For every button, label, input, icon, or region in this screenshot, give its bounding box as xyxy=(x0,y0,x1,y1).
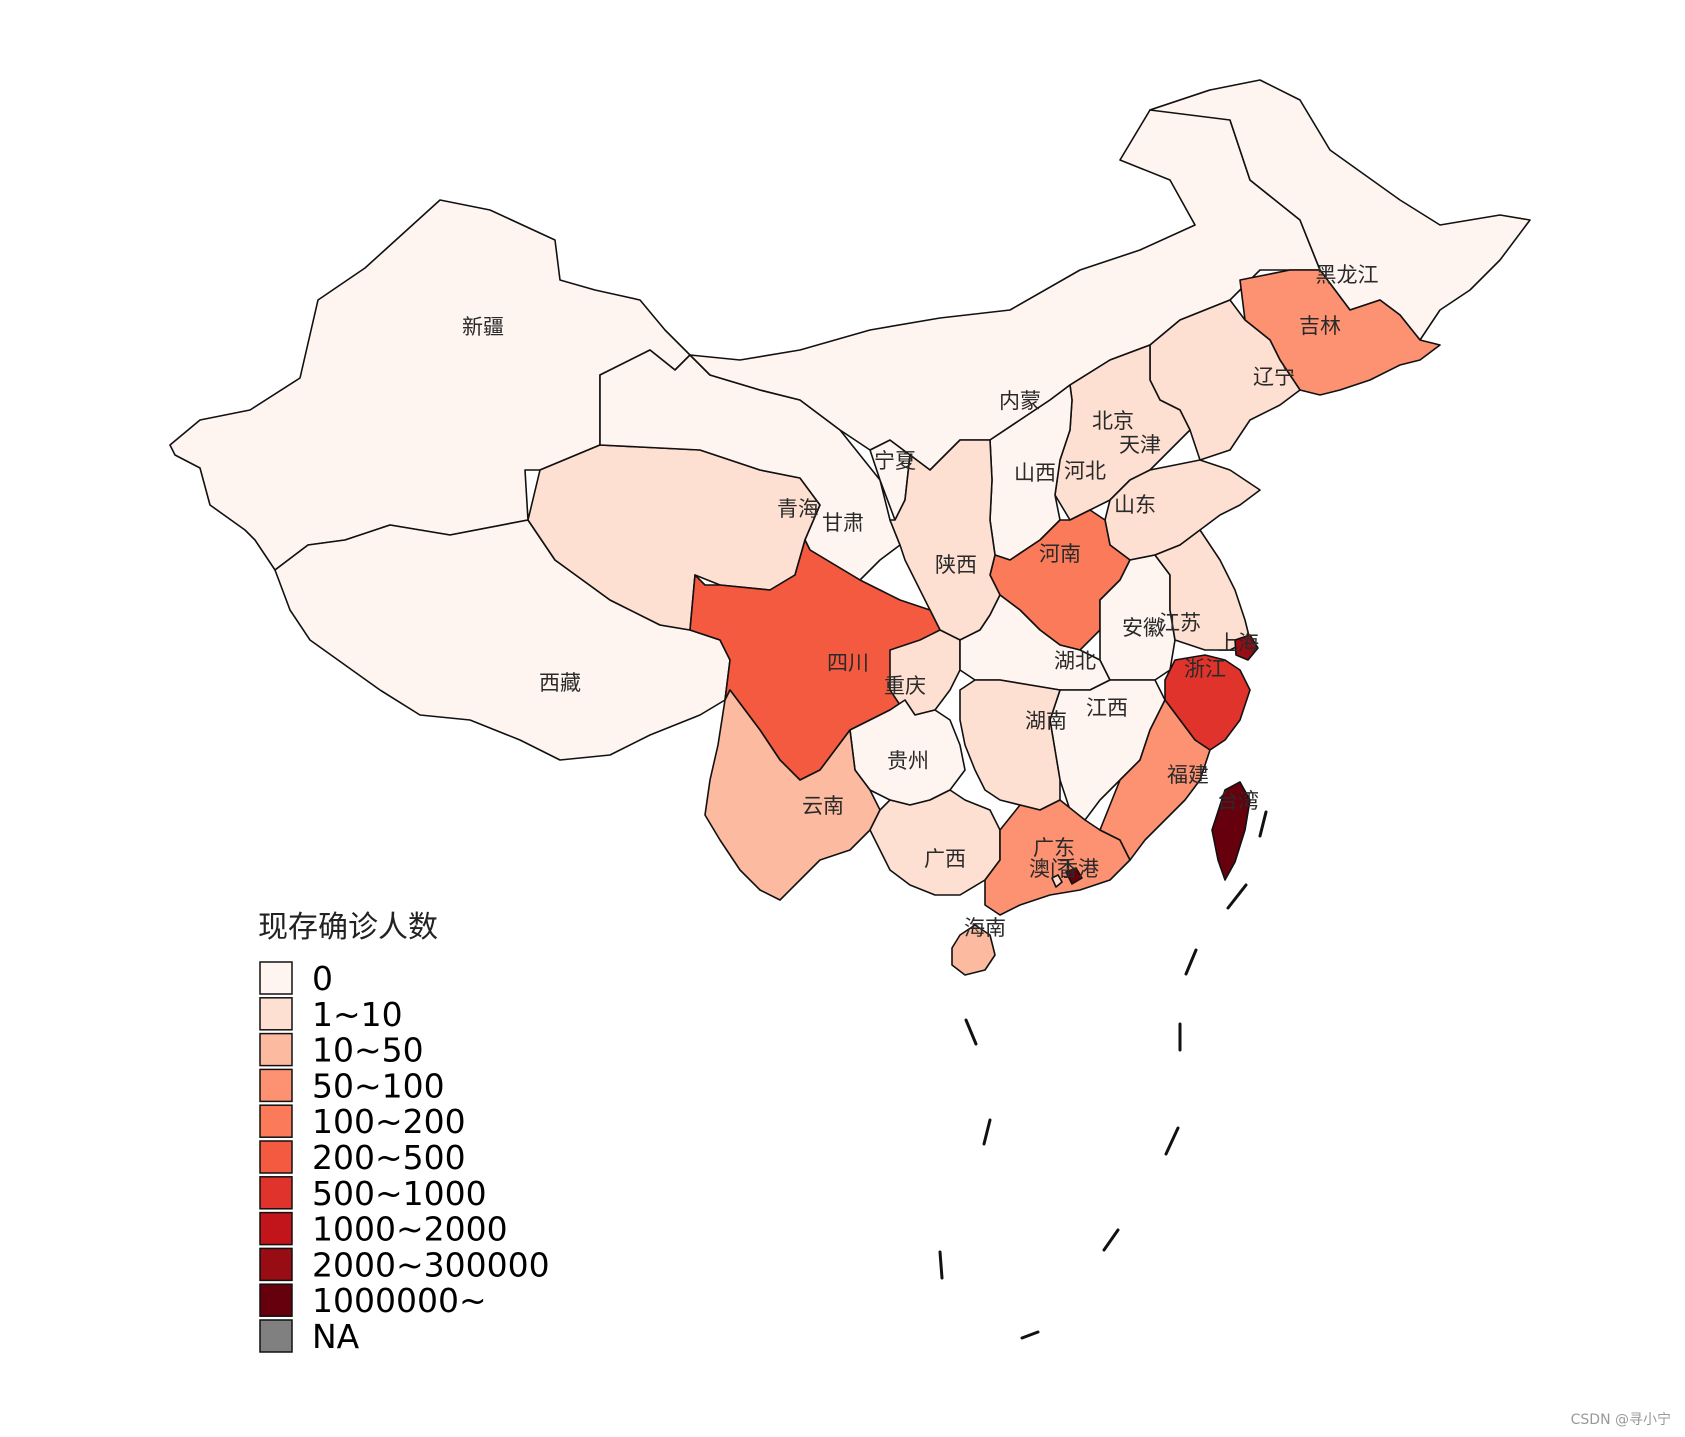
province-label: 山西 xyxy=(1014,461,1056,485)
south-sea-islands xyxy=(938,810,1268,1340)
province-label: 甘肃 xyxy=(822,511,864,535)
province-label: 天津 xyxy=(1119,433,1161,457)
legend: 现存确诊人数 01~1010~5050~100100~200200~500500… xyxy=(258,910,550,1356)
province-label: 辽宁 xyxy=(1253,365,1295,389)
legend-swatch xyxy=(259,1140,293,1174)
legend-swatch xyxy=(259,961,293,995)
province-label: 澳门 xyxy=(1029,857,1071,881)
province-label: 湖北 xyxy=(1054,649,1096,673)
legend-swatch xyxy=(259,1068,293,1103)
province-region xyxy=(951,924,996,976)
legend-label: 0 xyxy=(312,959,333,998)
province-label: 海南 xyxy=(964,916,1006,940)
province-label: 内蒙 xyxy=(999,389,1041,413)
province-region xyxy=(869,789,1001,896)
province-label: 山东 xyxy=(1114,493,1156,517)
watermark: CSDN @寻小宁 xyxy=(1570,1412,1671,1428)
province-region xyxy=(849,699,966,806)
province-region xyxy=(1211,781,1251,881)
province-region xyxy=(1099,554,1176,681)
province-label: 湖南 xyxy=(1025,709,1067,733)
province-region xyxy=(1234,634,1259,661)
province-label: 新疆 xyxy=(462,315,504,339)
province-label: 黑龙江 xyxy=(1316,263,1379,287)
province-label: 浙江 xyxy=(1184,657,1226,681)
province-region xyxy=(1051,874,1063,888)
province-label: 江西 xyxy=(1086,696,1128,720)
legend-label: 1000000~ xyxy=(312,1281,487,1320)
province-label: 宁夏 xyxy=(874,449,916,473)
legend-label: 10~50 xyxy=(312,1031,424,1070)
legend-label: 500~1000 xyxy=(312,1174,487,1213)
province-label: 贵州 xyxy=(887,749,929,773)
province-region xyxy=(889,629,961,716)
legend-label: NA xyxy=(312,1317,360,1356)
province-label: 青海 xyxy=(777,497,819,521)
provinces-layer xyxy=(169,79,1531,976)
province-label: 陕西 xyxy=(935,553,977,577)
province-label: 福建 xyxy=(1167,763,1209,787)
legend-swatch xyxy=(259,1247,293,1282)
province-label: 江苏 xyxy=(1159,611,1201,635)
province-label: 台湾 xyxy=(1217,789,1259,813)
province-label: 西藏 xyxy=(539,671,581,695)
province-region xyxy=(984,799,1131,916)
legend-swatch xyxy=(259,1104,293,1138)
province-label: 广西 xyxy=(924,847,966,871)
province-label: 四川 xyxy=(827,651,869,675)
legend-swatch xyxy=(259,1032,293,1067)
legend-swatch xyxy=(259,1319,293,1353)
province-label: 重庆 xyxy=(884,674,926,698)
province-label: 河南 xyxy=(1039,542,1081,566)
legend-swatch xyxy=(259,1211,293,1246)
legend-label: 2000~300000 xyxy=(312,1245,550,1284)
province-region xyxy=(1065,867,1083,885)
legend-label: 100~200 xyxy=(312,1102,466,1141)
legend-swatch xyxy=(259,1176,293,1210)
province-label: 云南 xyxy=(802,794,844,818)
legend-label: 1000~2000 xyxy=(312,1210,508,1249)
legend-swatch xyxy=(259,997,293,1031)
legend-title: 现存确诊人数 xyxy=(258,910,438,945)
legend-label: 200~500 xyxy=(312,1138,466,1177)
province-region xyxy=(1149,79,1531,341)
province-label: 香港 xyxy=(1057,857,1099,881)
legend-label: 50~100 xyxy=(312,1066,445,1105)
province-label: 河北 xyxy=(1064,459,1106,483)
province-region xyxy=(1099,699,1211,861)
province-label: 安徽 xyxy=(1122,616,1164,640)
province-label: 上海 xyxy=(1217,631,1259,655)
legend-label: 1~10 xyxy=(312,995,403,1034)
province-label: 北京 xyxy=(1092,409,1134,433)
province-label: 吉林 xyxy=(1299,314,1341,338)
province-region xyxy=(959,679,1061,811)
province-label: 广东 xyxy=(1033,836,1075,860)
legend-swatch xyxy=(259,1283,293,1317)
